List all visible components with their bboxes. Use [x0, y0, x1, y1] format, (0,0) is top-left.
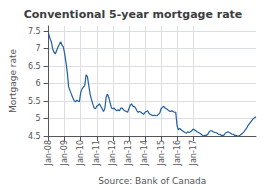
- svg-text:Jan-08: Jan-08: [44, 140, 53, 166]
- svg-text:6: 6: [36, 79, 41, 88]
- svg-text:7: 7: [36, 44, 41, 53]
- svg-text:Jan-15: Jan-15: [157, 140, 166, 166]
- svg-text:7.5: 7.5: [28, 27, 41, 36]
- svg-text:Jan-09: Jan-09: [60, 140, 69, 166]
- svg-text:6.5: 6.5: [28, 62, 41, 71]
- svg-text:Jan-10: Jan-10: [76, 140, 85, 166]
- svg-text:Jan-14: Jan-14: [140, 140, 149, 166]
- svg-text:5: 5: [36, 114, 41, 123]
- svg-text:Jan-13: Jan-13: [124, 140, 133, 166]
- svg-text:5.5: 5.5: [28, 97, 41, 106]
- svg-text:Conventional 5-year mortgage r: Conventional 5-year mortgage rate: [24, 8, 243, 21]
- svg-text:Jan-11: Jan-11: [92, 140, 101, 166]
- svg-text:4.5: 4.5: [28, 132, 41, 141]
- svg-text:Jan-16: Jan-16: [173, 140, 182, 166]
- svg-text:Jan-17: Jan-17: [189, 140, 198, 166]
- svg-text:Jan-12: Jan-12: [108, 140, 117, 166]
- svg-text:Source: Bank of Canada: Source: Bank of Canada: [98, 176, 206, 186]
- svg-text:Mortgage rate: Mortgage rate: [8, 48, 18, 113]
